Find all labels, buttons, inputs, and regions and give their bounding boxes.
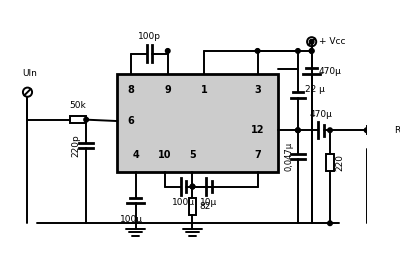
Text: 0,047µ: 0,047µ [284,142,293,171]
Text: 50k: 50k [70,101,86,109]
Circle shape [309,39,314,44]
Text: 22 µ: 22 µ [305,85,325,94]
Text: 12: 12 [251,125,264,135]
Text: UIn: UIn [22,69,37,77]
Text: 100µ: 100µ [120,215,142,224]
Text: 3: 3 [254,85,261,95]
Text: + Vcc: + Vcc [319,37,346,46]
Circle shape [166,49,170,53]
Text: 82: 82 [200,202,211,211]
Text: 10: 10 [158,150,172,161]
Text: 470µ: 470µ [309,110,332,119]
Circle shape [190,184,195,189]
Circle shape [309,49,314,53]
Text: 7: 7 [254,150,261,161]
Text: 1: 1 [201,85,208,95]
Circle shape [84,117,88,122]
Bar [367,126,373,134]
Text: 6: 6 [128,116,134,126]
Text: 100µ: 100µ [172,198,195,207]
Circle shape [309,49,314,53]
Polygon shape [373,122,384,138]
Text: 220: 220 [336,154,344,171]
Circle shape [328,221,332,226]
Circle shape [296,49,300,53]
Circle shape [296,128,300,133]
Text: RL: RL [394,126,400,135]
Circle shape [190,184,195,189]
Text: 470µ: 470µ [319,67,342,76]
Bar [70,116,86,123]
Text: 10µ: 10µ [200,198,218,207]
Circle shape [328,128,332,133]
Circle shape [364,128,369,133]
Bar [326,154,334,170]
Text: 8: 8 [128,85,134,95]
Bar [189,198,196,215]
Text: 4: 4 [132,150,139,161]
Text: 9: 9 [164,85,171,95]
Text: 5: 5 [189,150,196,161]
Circle shape [296,128,300,133]
Bar [117,74,278,172]
Text: 100p: 100p [138,32,161,41]
Text: 220p: 220p [72,134,81,157]
Circle shape [255,49,260,53]
